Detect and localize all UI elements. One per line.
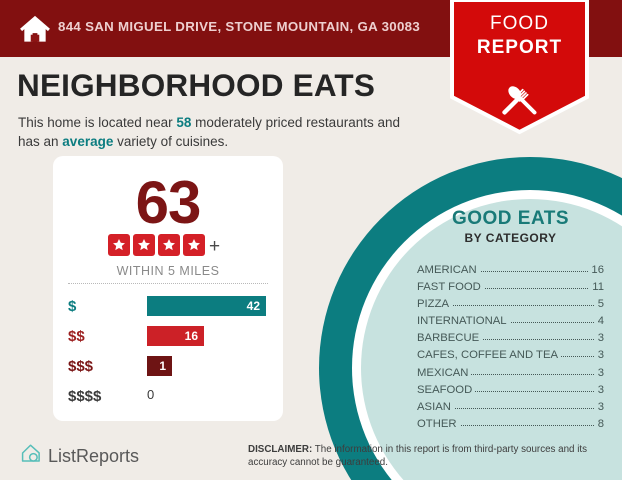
svg-text:+: + [209,236,220,257]
